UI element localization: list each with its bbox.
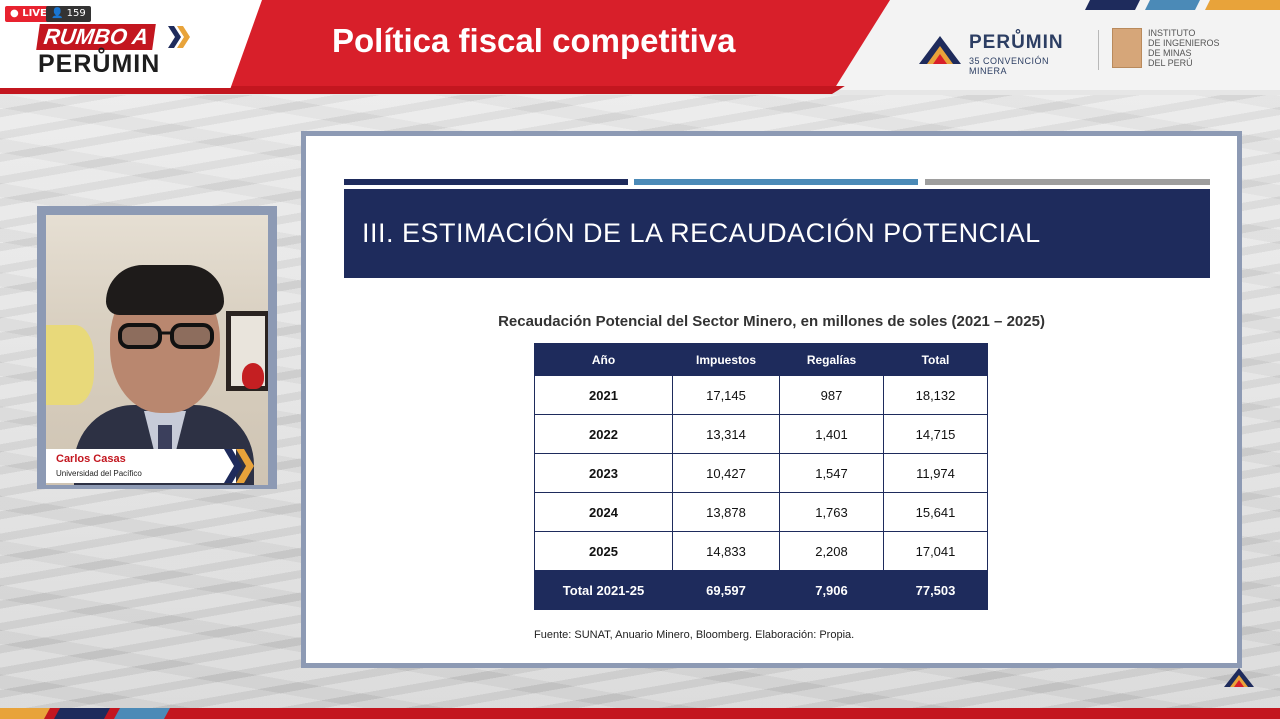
cell-total: 11,974: [883, 453, 988, 493]
slide-heading-band: III. ESTIMACIÓN DE LA RECAUDACIÓN POTENC…: [344, 189, 1210, 278]
slide-frame: III. ESTIMACIÓN DE LA RECAUDACIÓN POTENC…: [301, 131, 1242, 668]
speaker-name: Carlos Casas: [56, 453, 126, 465]
table-row: 2024 13,878 1,763 15,641: [534, 492, 988, 532]
speaker-affiliation: Universidad del Pacífico: [56, 469, 142, 478]
slide-top-bar-navy: [344, 179, 628, 185]
accent-stripes: [1085, 0, 1280, 10]
cell-impuestos: 10,427: [672, 453, 780, 493]
table-row: 2025 14,833 2,208 17,041: [534, 531, 988, 571]
cell-impuestos: 13,878: [672, 492, 780, 532]
user-icon: 👤: [51, 8, 64, 19]
perumin-subtitle: 35 CONVENCIÓN MINERA: [969, 56, 1050, 76]
speaker-video: [46, 215, 268, 485]
page-title: Política fiscal competitiva: [332, 22, 736, 59]
header-banner: ● LIVE 👤 159 RUMBO A PERŮMIN Política fi…: [0, 0, 1280, 95]
header-divider: [1098, 30, 1099, 70]
iimp-crest-icon: [1112, 28, 1142, 68]
viewer-count: 159: [66, 8, 86, 19]
cell-total: 18,132: [883, 375, 988, 415]
live-badge: ● LIVE: [5, 6, 52, 22]
presentation-slide: III. ESTIMACIÓN DE LA RECAUDACIÓN POTENC…: [306, 136, 1237, 663]
glasses-icon: [118, 323, 214, 349]
speaker-lower-third: Carlos Casas Universidad del Pacífico: [46, 449, 236, 483]
column-header-regalias: Regalías: [779, 343, 884, 376]
perumin-name: PERŮMIN: [969, 32, 1064, 53]
chevron-right-icon: [224, 449, 254, 483]
footer-stripe: [0, 708, 1280, 719]
column-header-total: Total: [883, 343, 988, 376]
cell-year: 2023: [534, 453, 673, 493]
cell-total: 15,641: [883, 492, 988, 532]
viewer-count-badge: 👤 159: [46, 6, 91, 22]
slide-top-bar-blue: [634, 179, 918, 185]
iimp-logo-text: INSTITUTO DE INGENIEROS DE MINAS DEL PER…: [1148, 28, 1220, 68]
column-header-impuestos: Impuestos: [672, 343, 780, 376]
slide-top-bar-gray: [925, 179, 1210, 185]
cell-total: 17,041: [883, 531, 988, 571]
table-row: 2021 17,145 987 18,132: [534, 375, 988, 415]
table-row: 2023 10,427 1,547 11,974: [534, 453, 988, 493]
table-row: 2022 13,314 1,401 14,715: [534, 414, 988, 454]
slide-heading: III. ESTIMACIÓN DE LA RECAUDACIÓN POTENC…: [362, 218, 1041, 248]
mountain-icon: [919, 36, 961, 64]
rumbo-logo-line1: RUMBO A: [36, 24, 157, 50]
perumin-logo: PERŮMIN 35 CONVENCIÓN MINERA: [915, 30, 1075, 76]
cell-year: 2025: [534, 531, 673, 571]
cell-impuestos: 13,314: [672, 414, 780, 454]
cell-regalias: 2,208: [779, 531, 884, 571]
cell-regalias: 1,547: [779, 453, 884, 493]
table-total-row: Total 2021-25 69,597 7,906 77,503: [534, 570, 988, 610]
speaker-video-frame: Carlos Casas Universidad del Pacífico: [37, 206, 277, 489]
cell-total-impuestos: 69,597: [672, 570, 780, 610]
table-header-row: Año Impuestos Regalías Total: [534, 343, 988, 376]
cell-regalias: 1,401: [779, 414, 884, 454]
rumbo-logo-box: ● LIVE 👤 159 RUMBO A PERŮMIN: [0, 0, 262, 88]
cell-impuestos: 17,145: [672, 375, 780, 415]
table-caption: Recaudación Potencial del Sector Minero,…: [498, 313, 1045, 330]
cell-total-label: Total 2021-25: [534, 570, 673, 610]
cell-year: 2024: [534, 492, 673, 532]
cell-total-total: 77,503: [883, 570, 988, 610]
cell-regalias: 987: [779, 375, 884, 415]
revenue-table: Año Impuestos Regalías Total 2021 17,145…: [534, 343, 988, 610]
header-red-band: [200, 0, 890, 88]
cell-total-regalias: 7,906: [779, 570, 884, 610]
chevron-right-icon: [168, 26, 190, 48]
column-header-year: Año: [534, 343, 673, 376]
cell-year: 2022: [534, 414, 673, 454]
cell-regalias: 1,763: [779, 492, 884, 532]
cell-year: 2021: [534, 375, 673, 415]
cell-total: 14,715: [883, 414, 988, 454]
source-note: Fuente: SUNAT, Anuario Minero, Bloomberg…: [534, 629, 855, 641]
rumbo-logo-line2: PERŮMIN: [38, 50, 161, 78]
cell-impuestos: 14,833: [672, 531, 780, 571]
mountain-icon: [1224, 668, 1254, 687]
